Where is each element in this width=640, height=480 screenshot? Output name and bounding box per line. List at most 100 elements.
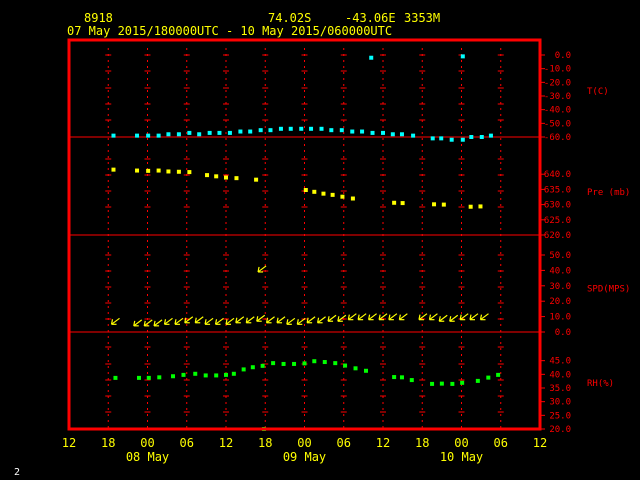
wind-barb [257, 265, 267, 273]
wind-barb-head [378, 314, 381, 320]
temperature-point [339, 128, 344, 133]
temperature-point [369, 55, 374, 60]
humidity-point [363, 368, 368, 373]
temperature-point [299, 126, 304, 131]
pressure-point [468, 204, 473, 209]
wind-barb-head [337, 316, 340, 322]
pressure-point [441, 202, 446, 207]
wind-barb [398, 313, 408, 321]
wind-barb [174, 317, 184, 325]
wind-barb [469, 313, 479, 321]
temperature-point [329, 128, 334, 133]
humidity-point [260, 363, 265, 368]
humidity-point [302, 361, 307, 366]
wind-barb-head [357, 314, 360, 320]
x-day-label: 10 May [440, 450, 483, 464]
wind-barb-staff [225, 317, 235, 325]
temperature-point [350, 129, 355, 134]
wind-barb [459, 313, 469, 321]
temperature-point [439, 136, 444, 141]
wind-barb-staff [256, 314, 266, 322]
temperature-point [370, 130, 375, 135]
wind-barb [337, 314, 347, 322]
y-axis-labels: 0.0 -10.0 -20.0 -30.0 -40.0 -50.0 -60.0 T(C) 640… [540, 51, 630, 435]
wind-barb-staff [184, 316, 194, 324]
pressure-point [187, 170, 192, 175]
wind-barb-head [449, 316, 452, 322]
pressure-point [234, 176, 239, 181]
y-tick-label: 10.0 [549, 313, 571, 323]
grid-layer [105, 48, 504, 429]
humidity-point [171, 374, 176, 379]
y-tick-label: 620.0 [544, 231, 571, 241]
pressure-point [478, 204, 483, 209]
y-tick-label: 0.0 [555, 328, 571, 338]
wind-barb-staff [306, 316, 316, 324]
wind-barb [479, 313, 489, 321]
station-id: 8918 [84, 11, 113, 25]
wind-barb-staff [459, 313, 469, 321]
wind-barb-head [388, 314, 391, 320]
y-tick-label: -20.0 [544, 78, 571, 88]
wind-barb-head [347, 314, 350, 320]
humidity-point [409, 378, 414, 383]
wind-barb-head [368, 314, 371, 320]
y-tick-label: 635.0 [544, 185, 571, 195]
temperature-point [449, 137, 454, 142]
wind-barb-head [459, 314, 462, 320]
x-tick-label: 06 [494, 436, 508, 450]
humidity-point [224, 372, 228, 377]
pressure-point [135, 168, 140, 173]
y-tick-label: -50.0 [544, 119, 571, 129]
humidity-point [392, 375, 397, 380]
wind-barb [347, 313, 357, 321]
temperature-point [479, 135, 484, 139]
y-tick-label: 0.0 [555, 51, 571, 61]
wind-barb-staff [194, 316, 204, 324]
humidity-point [353, 366, 358, 371]
temperature-point [217, 130, 222, 135]
wind-barb-staff [429, 313, 438, 321]
wind-barb-staff [347, 313, 357, 321]
humidity-point [281, 361, 286, 366]
y-tick-label: 40.0 [549, 370, 571, 380]
wind-barb-head [316, 317, 320, 323]
period-title: 07 May 2015/180000UTC - 10 May 2015/0600… [67, 24, 392, 38]
wind-barb-staff [257, 265, 267, 273]
x-tick-label: 12 [62, 436, 76, 450]
pressure-point [166, 169, 171, 174]
x-tick-label: 00 [454, 436, 468, 450]
wind-barb-head [306, 317, 309, 323]
temperature-point [135, 133, 140, 138]
wind-barb-head [479, 314, 483, 320]
y-tick-label: -60.0 [544, 133, 571, 143]
pressure-point [303, 188, 308, 193]
pressure-point [254, 177, 259, 182]
wind-barb-staff [111, 317, 120, 325]
wind-barb [153, 319, 163, 327]
temperature-point [399, 132, 404, 137]
y-tick-label: 30.0 [549, 398, 571, 408]
wind-barb-staff [204, 317, 214, 325]
pressure-point [176, 169, 181, 174]
wind-barb [388, 313, 398, 321]
pressure-point [340, 194, 345, 199]
y-tick-label: 30.0 [549, 282, 571, 292]
wind-barb-head [184, 317, 187, 323]
x-day-label: 09 May [283, 450, 326, 464]
temperature-point [411, 133, 416, 138]
wind-barb-staff [357, 313, 367, 321]
humidity-point [439, 381, 444, 386]
wind-barb-staff [215, 317, 224, 325]
humidity-point [292, 361, 297, 366]
humidity-point [193, 371, 198, 376]
humidity-point [496, 372, 501, 377]
wind-barb-head [428, 314, 432, 320]
wind-barb [438, 314, 448, 322]
wind-barb [163, 317, 173, 325]
wind-barb-staff [296, 317, 306, 325]
wind-barb-staff [438, 314, 448, 322]
wind-barb-head [153, 320, 156, 326]
y-tick-label: 40.0 [549, 266, 571, 276]
plot-frame [67, 38, 542, 431]
